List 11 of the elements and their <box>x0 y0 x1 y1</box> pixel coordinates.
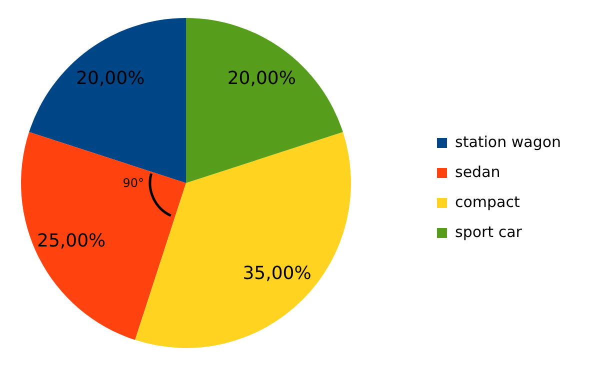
pie-slice <box>186 18 343 183</box>
legend-label: sport car <box>455 223 523 242</box>
legend-label: compact <box>455 193 520 212</box>
legend-label: sedan <box>455 163 500 182</box>
data-label: 25,00% <box>37 230 106 252</box>
data-label: 20,00% <box>227 68 296 89</box>
legend-label: station wagon <box>455 133 562 152</box>
pie-slice <box>21 132 186 340</box>
data-label: 20,00% <box>76 68 145 89</box>
text: 90° <box>122 176 144 190</box>
data-label: 35,00% <box>242 262 312 284</box>
